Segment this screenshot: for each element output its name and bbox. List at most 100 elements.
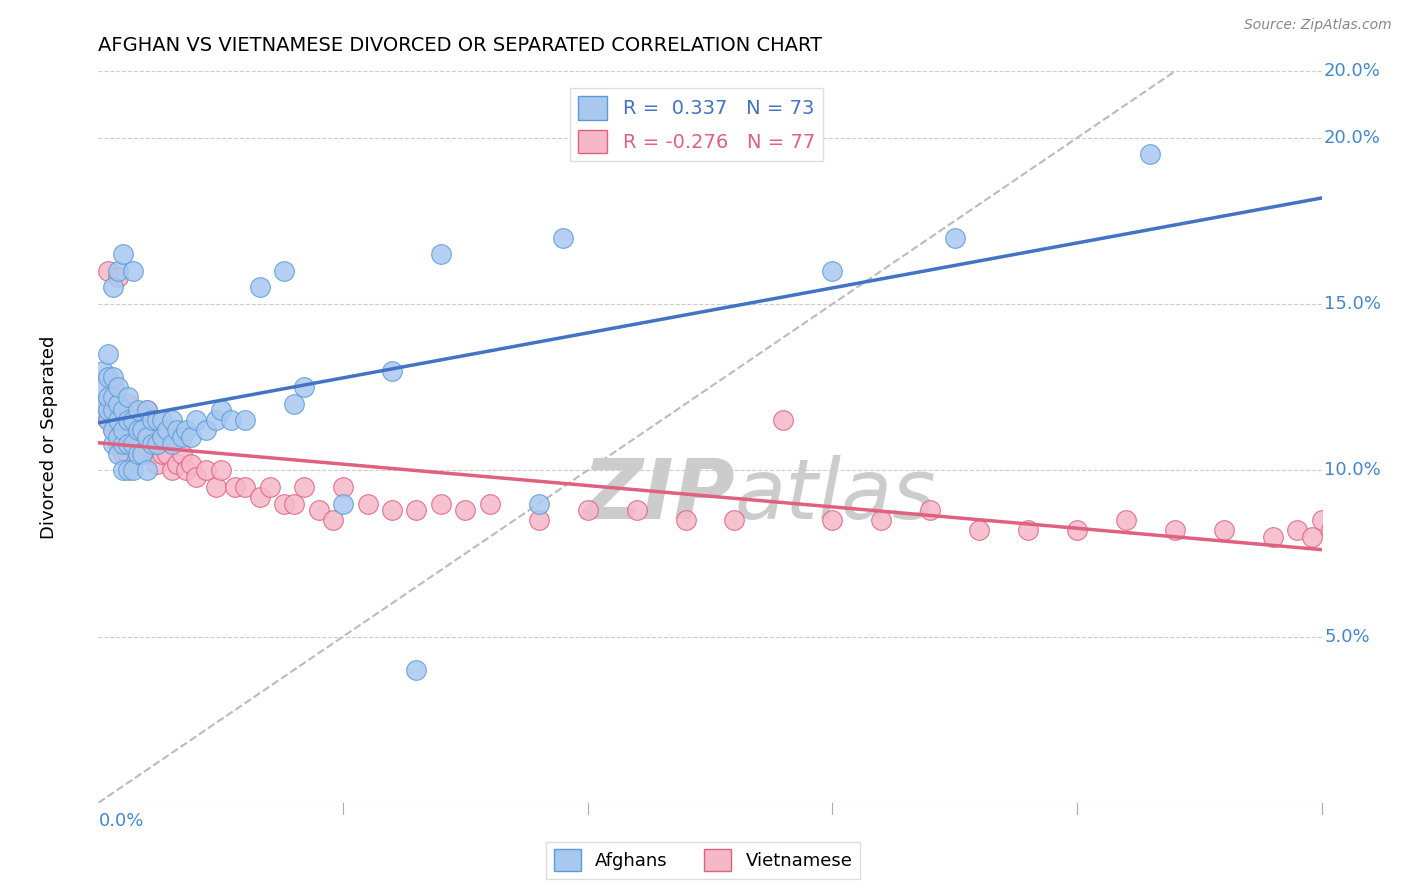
Point [111, 247, 134, 261]
Point [176, 463, 198, 477]
Point [1261, 530, 1284, 544]
Point [249, 490, 271, 504]
Point [1286, 523, 1309, 537]
Text: 5.0%: 5.0% [1324, 628, 1369, 646]
Point [170, 430, 193, 444]
Point [107, 270, 129, 285]
Point [150, 447, 173, 461]
Point [107, 397, 129, 411]
Point [170, 447, 193, 461]
Point [332, 497, 354, 511]
Point [131, 447, 153, 461]
Point [101, 436, 124, 450]
Point [195, 463, 218, 477]
Text: Divorced or Separated: Divorced or Separated [41, 335, 59, 539]
Point [97, 413, 120, 427]
Point [131, 447, 153, 461]
Point [117, 436, 139, 450]
Point [136, 436, 159, 450]
Point [1301, 530, 1323, 544]
Point [127, 447, 149, 461]
Point [111, 424, 134, 438]
Point [454, 503, 477, 517]
Point [209, 463, 232, 477]
Point [381, 503, 404, 517]
Point [150, 424, 173, 438]
Point [527, 497, 550, 511]
Point [292, 480, 315, 494]
Point [117, 413, 139, 427]
Point [186, 413, 208, 427]
Point [160, 430, 183, 444]
Point [249, 280, 271, 294]
Point [430, 247, 453, 261]
Point [1017, 523, 1039, 537]
Point [131, 424, 153, 438]
Point [160, 436, 183, 450]
Point [478, 497, 501, 511]
Point [111, 424, 134, 438]
Point [772, 413, 794, 427]
Text: atlas: atlas [734, 455, 936, 536]
Point [146, 436, 169, 450]
Point [626, 503, 648, 517]
Point [117, 447, 139, 461]
Point [1164, 523, 1187, 537]
Point [356, 497, 378, 511]
Point [97, 370, 120, 384]
Point [141, 413, 163, 427]
Text: 20.0%: 20.0% [1324, 62, 1381, 80]
Point [101, 424, 124, 438]
Point [121, 264, 143, 278]
Point [180, 457, 202, 471]
Point [723, 513, 745, 527]
Point [322, 513, 344, 527]
Point [430, 497, 453, 511]
Point [160, 413, 183, 427]
Point [273, 264, 295, 278]
Point [91, 397, 114, 411]
Point [91, 403, 114, 417]
Point [121, 436, 143, 450]
Point [146, 457, 169, 471]
Point [111, 447, 134, 461]
Point [209, 403, 232, 417]
Legend: Afghans, Vietnamese: Afghans, Vietnamese [547, 842, 859, 879]
Text: 0.0%: 0.0% [98, 812, 143, 830]
Point [233, 413, 256, 427]
Point [920, 503, 942, 517]
Point [1212, 523, 1234, 537]
Point [121, 463, 143, 477]
Point [141, 424, 163, 438]
Point [121, 413, 143, 427]
Point [111, 436, 134, 450]
Point [205, 480, 228, 494]
Point [111, 403, 134, 417]
Text: 20.0%: 20.0% [1324, 128, 1381, 147]
Point [107, 430, 129, 444]
Point [111, 463, 134, 477]
Text: Source: ZipAtlas.com: Source: ZipAtlas.com [1244, 18, 1392, 32]
Point [136, 463, 159, 477]
Point [111, 403, 134, 417]
Point [156, 424, 179, 438]
Point [156, 447, 179, 461]
Point [292, 380, 315, 394]
Point [821, 264, 844, 278]
Point [273, 497, 295, 511]
Point [141, 436, 163, 450]
Point [1310, 513, 1333, 527]
Point [186, 470, 208, 484]
Point [1066, 523, 1088, 537]
Point [553, 230, 575, 244]
Point [101, 280, 124, 294]
Point [405, 503, 427, 517]
Point [127, 403, 149, 417]
Legend: R =  0.337   N = 73, R = -0.276   N = 77: R = 0.337 N = 73, R = -0.276 N = 77 [569, 88, 823, 161]
Point [117, 424, 139, 438]
Text: 10.0%: 10.0% [1324, 461, 1381, 479]
Point [97, 264, 120, 278]
Point [101, 380, 124, 394]
Point [1320, 523, 1343, 537]
Point [381, 363, 404, 377]
